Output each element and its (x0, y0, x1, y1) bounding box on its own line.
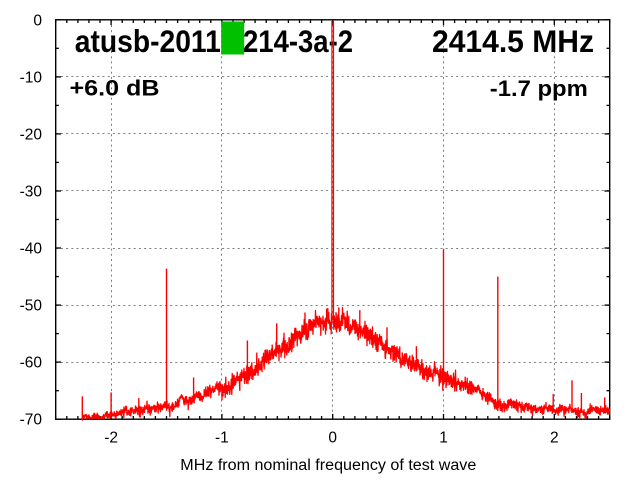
svg-text:1: 1 (439, 430, 448, 447)
svg-text:-2: -2 (104, 430, 118, 447)
svg-text:MHz from nominal frequency of: MHz from nominal frequency of test wave (180, 457, 476, 474)
svg-text:-40: -40 (20, 241, 43, 258)
svg-text:-1: -1 (215, 430, 229, 447)
svg-text:-50: -50 (20, 298, 43, 315)
svg-text:0: 0 (328, 430, 337, 447)
svg-text:-10: -10 (20, 69, 43, 86)
svg-text:214-3a-2: 214-3a-2 (243, 23, 353, 59)
svg-text:-20: -20 (20, 126, 43, 143)
svg-text:atusb-2011: atusb-2011 (75, 23, 221, 59)
svg-text:-70: -70 (20, 412, 43, 429)
svg-text:0: 0 (33, 12, 42, 29)
svg-text:2414.5 MHz: 2414.5 MHz (432, 23, 594, 59)
svg-text:2: 2 (550, 430, 559, 447)
svg-text:+6.0 dB: +6.0 dB (70, 75, 160, 100)
svg-text:-1.7 ppm: -1.7 ppm (490, 76, 588, 101)
svg-text:-30: -30 (20, 184, 43, 201)
svg-text:-60: -60 (20, 355, 43, 372)
